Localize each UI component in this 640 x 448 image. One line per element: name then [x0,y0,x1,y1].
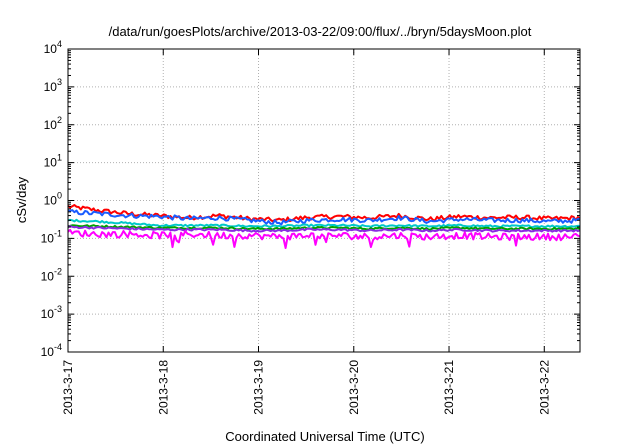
y-tick-label: 10-1 [41,228,62,245]
y-tick-label: 10-4 [41,342,62,359]
y-tick-label: 10-2 [41,266,62,283]
series-line [67,209,581,226]
x-tick-label: 2013-3-18 [156,360,170,415]
grid [68,49,580,352]
series-line [67,218,581,229]
series-line [67,225,581,233]
y-tick-label: 103 [44,77,62,94]
y-tick-label: 10-3 [41,304,62,321]
y-axis: 104 103 102 101 100 10-1 10-2 10-3 10-4 [41,39,580,359]
y-tick-label: 101 [44,153,62,170]
series-line [67,228,581,249]
x-tick-label: 2013-3-20 [347,360,361,415]
x-axis: 2013-3-17 2013-3-18 2013-3-19 2013-3-20 2013… [61,49,551,415]
chart-title: /data/run/goesPlots/archive/2013-03-22/0… [109,24,532,39]
y-tick-label: 102 [44,115,62,132]
x-tick-label: 2013-3-17 [61,360,75,415]
y-tick-label: 100 [44,191,62,208]
x-tick-label: 2013-3-19 [252,360,266,415]
y-axis-label: cSv/day [14,176,29,223]
y-tick-label: 104 [44,39,62,56]
x-tick-label: 2013-3-22 [537,360,551,415]
x-axis-label: Coordinated Universal Time (UTC) [225,429,424,444]
x-tick-label: 2013-3-21 [442,360,456,415]
series-group [67,204,581,249]
